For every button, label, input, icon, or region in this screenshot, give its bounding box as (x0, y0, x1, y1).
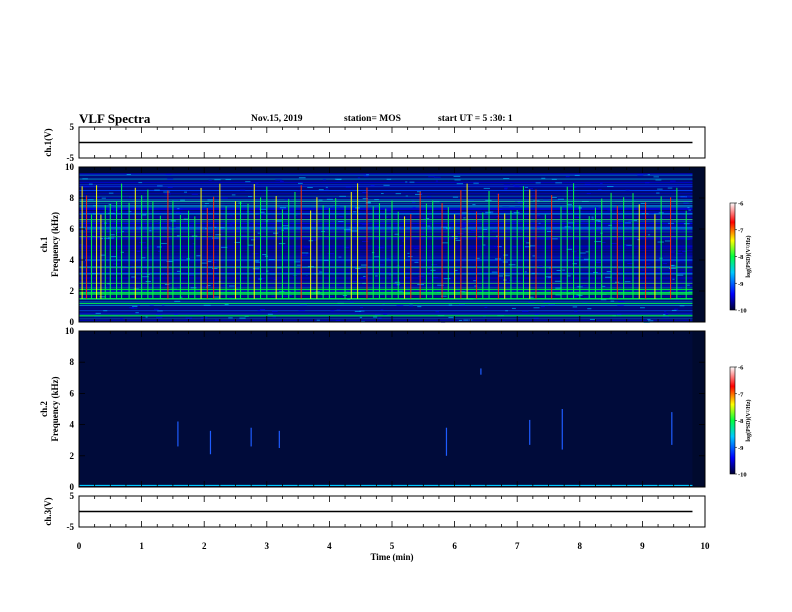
x-axis-label: Time (min) (370, 552, 413, 562)
ch2-spectrogram-ylabel-channel: ch.2 (39, 401, 49, 417)
ch1-spectrogram-colorbar (729, 202, 736, 311)
y-tick-label: 2 (70, 286, 75, 296)
ch1-spectrogram-colorbar-tick: -10 (738, 308, 747, 315)
x-tick-label: 7 (515, 541, 520, 551)
ch2-spectrogram-colorbar-tick: -9 (738, 445, 744, 452)
x-tick-label: 1 (139, 541, 144, 551)
y-tick-label: -5 (67, 153, 75, 163)
x-tick-label: 8 (578, 541, 583, 551)
ch2-spectrogram-colorbar-tick: -7 (738, 391, 744, 398)
ch2-spectrogram-ylabel-axis: Frequency (kHz) (50, 376, 60, 441)
station-label: station= MOS (344, 114, 401, 124)
y-tick-label: -5 (67, 522, 75, 532)
ch3-waveform-ylabel: ch.3(V) (43, 497, 53, 525)
x-tick-label: 9 (640, 541, 645, 551)
y-tick-label: 5 (70, 491, 75, 501)
x-tick-label: 4 (327, 541, 332, 551)
y-tick-label: 8 (70, 357, 75, 367)
y-tick-label: 0 (70, 317, 75, 327)
ch2-spectrogram-colorbar-tick: -6 (738, 365, 744, 372)
ch1-spectrogram-colorbar-tick: -7 (738, 227, 744, 234)
y-tick-label: 0 (70, 482, 75, 492)
y-tick-label: 6 (70, 224, 75, 234)
x-tick-label: 5 (390, 541, 395, 551)
ch1-spectrogram-sferics (81, 183, 687, 299)
recording-date: Nov.15, 2019 (251, 114, 303, 124)
ch2-spectrogram-colorbar-label: log(PSD)(V²/Hz) (745, 399, 752, 441)
ch1-spectrogram-ylabel-axis: Frequency (kHz) (50, 212, 60, 277)
ch1-spectrogram-ylabel-channel: ch.1 (39, 236, 49, 252)
ch2-spectrogram-colorbar-tick: -8 (738, 418, 744, 425)
y-tick-label: 8 (70, 193, 75, 203)
y-tick-label: 6 (70, 388, 75, 398)
x-tick-label: 2 (202, 541, 207, 551)
y-tick-label: 10 (65, 162, 75, 172)
y-tick-label: 10 (65, 326, 75, 336)
ch1-spectrogram-colorbar-label: log(PSD)(V²/Hz) (745, 235, 752, 277)
ch1-spectrogram-colorbar-tick: -9 (738, 281, 744, 288)
x-tick-label: 10 (701, 541, 711, 551)
chart-title: VLF Spectra (79, 111, 151, 126)
start-time: start UT = 5 :30: 1 (438, 114, 513, 124)
x-tick-label: 3 (265, 541, 270, 551)
y-tick-label: 5 (70, 122, 75, 132)
ch1-spectrogram-colorbar-tick: -8 (738, 254, 744, 261)
y-tick-label: 2 (70, 451, 75, 461)
y-tick-label: 4 (70, 255, 75, 265)
ch1-waveform-ylabel: ch.1(V) (43, 128, 53, 156)
x-tick-label: 6 (452, 541, 457, 551)
x-tick-label: 0 (77, 541, 82, 551)
ch2-spectrogram-colorbar-tick: -10 (738, 472, 747, 479)
ch2-spectrogram-colorbar (729, 366, 736, 475)
ch1-spectrogram-colorbar-tick: -6 (738, 201, 744, 208)
ch2-spectrogram-events (177, 368, 673, 456)
ch2-spectrogram-noise-body (79, 331, 693, 487)
y-tick-label: 4 (70, 420, 75, 430)
